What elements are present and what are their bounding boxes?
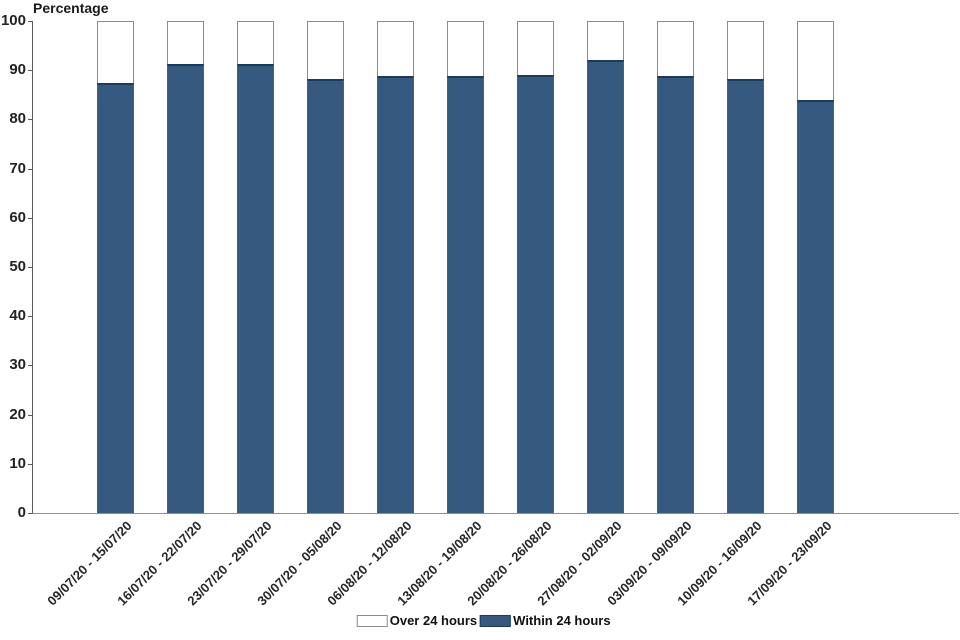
bar (727, 21, 764, 513)
y-tick-mark (28, 267, 32, 268)
y-tick-mark (28, 168, 32, 170)
bar-segment-within-24-hours (587, 60, 624, 513)
bar-segment-over-24-hours (447, 21, 484, 76)
bar (97, 21, 134, 513)
y-tick-mark (28, 21, 32, 22)
y-tick-mark (28, 70, 32, 72)
bar-segment-over-24-hours (657, 21, 694, 76)
legend-label: Over 24 hours (389, 613, 478, 628)
bar-segment-over-24-hours (797, 21, 834, 100)
bar-segment-over-24-hours (517, 21, 554, 75)
bar (307, 21, 344, 513)
x-axis-label: 23/07/20 - 29/07/20 (183, 518, 275, 609)
bar-segment-within-24-hours (307, 79, 344, 513)
legend-swatch (356, 615, 388, 627)
bar-segment-over-24-hours (377, 21, 414, 76)
x-axis-label: 30/07/20 - 05/08/20 (253, 518, 345, 609)
bar (517, 21, 554, 513)
y-tick-label: 0 (17, 504, 26, 521)
bar (657, 21, 694, 513)
bar (167, 21, 204, 513)
legend-swatch (480, 615, 512, 627)
y-tick-label: 30 (9, 356, 26, 374)
x-axis-label: 16/07/20 - 22/07/20 (113, 518, 205, 609)
bar-segment-within-24-hours (447, 76, 484, 513)
bar-segment-within-24-hours (377, 76, 414, 513)
legend-label: Within 24 hours (513, 613, 611, 628)
bar-segment-within-24-hours (97, 83, 134, 513)
y-tick-label: 80 (9, 110, 26, 128)
y-tick-label: 40 (9, 307, 26, 325)
bar (797, 21, 834, 513)
legend-item: Within 24 hours (480, 613, 613, 629)
x-axis-label: 17/09/20 - 23/09/20 (743, 518, 835, 609)
legend-item: Over 24 hours (356, 613, 480, 629)
x-axis-label: 09/07/20 - 15/07/20 (43, 518, 135, 609)
bar (237, 21, 274, 513)
y-tick-mark (28, 316, 32, 318)
bar-segment-over-24-hours (237, 21, 274, 64)
y-tick-label: 20 (9, 405, 26, 423)
bar-segment-within-24-hours (517, 75, 554, 513)
bar-segment-within-24-hours (727, 79, 764, 513)
bar (377, 21, 414, 513)
plot-area (32, 21, 959, 514)
y-tick-label: 50 (9, 258, 26, 275)
y-tick-mark (28, 365, 32, 367)
y-tick-mark (28, 414, 32, 416)
y-tick-mark (28, 463, 32, 465)
y-tick-label: 10 (9, 454, 26, 472)
bar-segment-over-24-hours (307, 21, 344, 79)
legend: Over 24 hours Within 24 hours (356, 613, 614, 629)
bar-segment-over-24-hours (587, 21, 624, 60)
bar (447, 21, 484, 513)
bar-segment-within-24-hours (237, 64, 274, 513)
y-tick-label: 70 (9, 159, 26, 177)
bar-segment-over-24-hours (97, 21, 134, 83)
bar-segment-within-24-hours (657, 76, 694, 513)
x-axis-label: 10/09/20 - 16/09/20 (673, 518, 765, 609)
bar-segment-over-24-hours (167, 21, 204, 64)
bar-segment-within-24-hours (167, 64, 204, 513)
bar (587, 21, 624, 513)
y-axis-title: Percentage (33, 0, 109, 16)
y-tick-label: 60 (9, 208, 26, 226)
y-tick-label: 90 (9, 61, 26, 79)
y-tick-mark (28, 513, 32, 514)
y-tick-mark (28, 119, 32, 121)
y-tick-label: 100 (0, 12, 26, 29)
bar-segment-within-24-hours (797, 100, 834, 513)
y-tick-mark (28, 217, 32, 219)
bar-segment-over-24-hours (727, 21, 764, 79)
